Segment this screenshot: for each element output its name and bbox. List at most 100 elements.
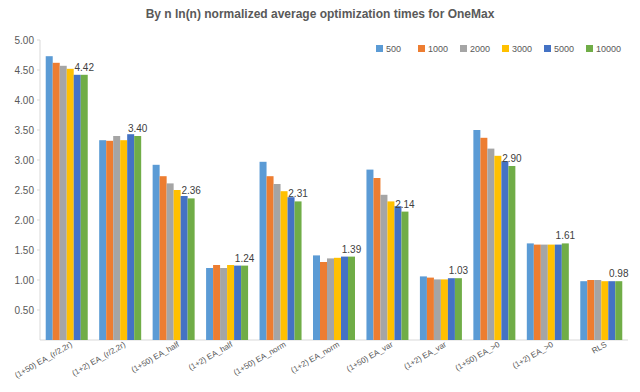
data-label: 1.03 <box>449 265 469 276</box>
bar <box>46 56 53 340</box>
data-label: 1.61 <box>556 230 576 241</box>
x-tick-label: (1+2) EA_half <box>187 340 235 373</box>
bar <box>394 206 401 340</box>
bar <box>327 258 334 340</box>
bar <box>134 136 141 340</box>
legend-label: 3000 <box>512 44 532 54</box>
bar <box>434 279 441 340</box>
bar <box>295 201 302 340</box>
bar <box>601 281 608 340</box>
bar <box>127 134 134 340</box>
bar <box>160 176 167 340</box>
bar <box>441 279 448 340</box>
bar <box>274 184 281 340</box>
bar <box>81 75 88 340</box>
y-tick-label: 2.50 <box>15 185 35 196</box>
bar <box>106 141 113 340</box>
x-tick-label: RLS <box>590 340 608 356</box>
bar <box>181 196 188 340</box>
bar <box>67 69 74 340</box>
data-label: 3.40 <box>128 123 148 134</box>
x-tick-label: (1+50) EA_>0 <box>454 340 502 373</box>
legend-swatch <box>502 45 509 52</box>
y-tick-label: 2.00 <box>15 215 35 226</box>
bar <box>508 166 515 340</box>
bar <box>267 176 274 340</box>
bar <box>281 191 288 340</box>
bar <box>562 243 569 340</box>
legend-swatch <box>418 45 425 52</box>
title: By n ln(n) normalized average optimizati… <box>146 7 495 21</box>
legend-label: 10000 <box>596 44 621 54</box>
bar <box>448 278 455 340</box>
bar <box>587 280 594 340</box>
bar <box>548 245 555 340</box>
data-label: 2.31 <box>288 188 308 199</box>
legend-label: 5000 <box>554 44 574 54</box>
bar <box>174 190 181 340</box>
data-label: 2.90 <box>502 153 522 164</box>
bar <box>313 255 320 340</box>
bar <box>341 257 348 340</box>
bar <box>167 183 174 340</box>
y-tick-label: 3.50 <box>15 125 35 136</box>
bar <box>580 281 587 340</box>
bar <box>420 276 427 340</box>
chart: By n ln(n) normalized average optimizati… <box>0 0 640 392</box>
bar <box>473 130 480 340</box>
bar <box>113 136 120 340</box>
bar <box>527 243 534 340</box>
y-tick-label: 0.50 <box>15 305 35 316</box>
y-tick-label: 5.00 <box>15 35 35 46</box>
bar <box>380 195 387 340</box>
legend-swatch <box>376 45 383 52</box>
data-label: 1.24 <box>235 253 255 264</box>
bar <box>53 63 60 340</box>
y-tick-label: 3.00 <box>15 155 35 166</box>
y-axis <box>40 40 41 340</box>
x-tick-label: (1+50) EA_var <box>345 340 395 374</box>
bar <box>501 161 508 340</box>
bar <box>320 262 327 340</box>
y-tick-label: 4.50 <box>15 65 35 76</box>
bar <box>615 281 622 340</box>
bar <box>541 245 548 340</box>
legend-swatch <box>586 45 593 52</box>
bar <box>373 178 380 340</box>
bar <box>188 198 195 340</box>
bar <box>206 268 213 340</box>
bar <box>74 75 81 340</box>
legend: 500100020003000500010000 <box>376 44 621 54</box>
x-tick-label: (1+50) EA_norm <box>232 340 288 377</box>
y-tick-label: 4.00 <box>15 95 35 106</box>
bar <box>234 266 241 340</box>
x-tick-label: (1+2) EA_(r/2,2r) <box>71 340 128 378</box>
data-label: 1.39 <box>342 244 362 255</box>
bar <box>534 245 541 340</box>
bar <box>213 265 220 340</box>
y-tick-label: 1.50 <box>15 245 35 256</box>
bars <box>46 56 623 340</box>
bar <box>608 281 615 340</box>
bar <box>427 278 434 340</box>
y-tick-label: 1.00 <box>15 275 35 286</box>
bar <box>99 140 106 340</box>
bar <box>487 149 494 340</box>
data-label: 2.36 <box>181 185 201 196</box>
legend-swatch <box>460 45 467 52</box>
bar <box>401 212 408 340</box>
bar <box>366 170 373 340</box>
bar <box>220 268 227 340</box>
bar <box>260 162 267 340</box>
x-tick-label: (1+2) EA_var <box>402 340 448 372</box>
bar <box>120 140 127 340</box>
bar <box>334 258 341 340</box>
bar <box>227 265 234 340</box>
bar <box>480 138 487 340</box>
data-label: 2.14 <box>395 199 415 210</box>
bar <box>288 197 295 340</box>
bar <box>153 165 160 340</box>
bar <box>60 66 67 340</box>
bar <box>387 201 394 340</box>
legend-label: 1000 <box>428 44 448 54</box>
